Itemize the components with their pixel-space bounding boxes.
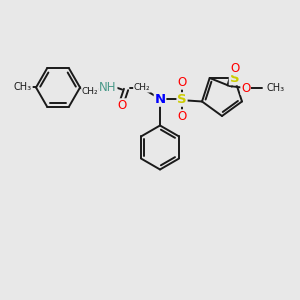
Text: O: O [241,82,250,94]
Text: S: S [177,93,187,106]
Text: O: O [177,110,187,123]
Text: CH₃: CH₃ [267,83,285,93]
Text: O: O [177,76,187,89]
Text: CH₃: CH₃ [14,82,32,92]
Text: O: O [117,99,127,112]
Text: N: N [154,93,166,106]
Text: S: S [230,71,239,85]
Text: NH: NH [99,81,117,94]
Text: CH₂: CH₂ [134,83,150,92]
Text: O: O [230,61,239,74]
Text: CH₂: CH₂ [82,87,98,96]
